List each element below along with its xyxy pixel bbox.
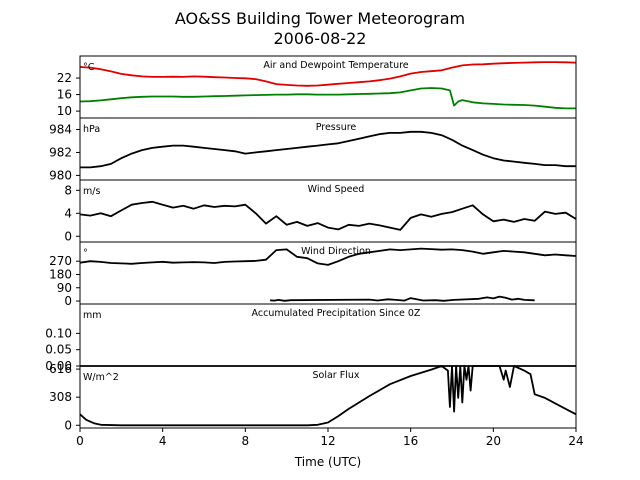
panel-4-ytick-label: 90 [57, 281, 72, 295]
panel-2-ytick-label: 982 [49, 145, 72, 159]
panel-6-ytick-label: 616 [49, 362, 72, 376]
panel-2-title: Pressure [316, 122, 357, 133]
x-tick-label: 0 [76, 434, 84, 448]
panel-2-series-1 [80, 130, 576, 169]
panels-layer: °C Air and Dewpoint Temperature 22 16 10 hPa P… [45, 55, 577, 432]
panel-4-series-1 [79, 247, 577, 266]
x-tick-label: 12 [320, 434, 335, 448]
panel-3-unit: m/s [83, 186, 100, 197]
panel-6: W/m^2 Solar Flux 616 308 0 [49, 362, 577, 432]
x-axis-label: Time (UTC) [294, 455, 361, 469]
x-tick-label: 24 [568, 434, 583, 448]
panel-5: mm Accumulated Precipitation Since 0Z 0.10… [45, 303, 577, 373]
panel-6-ytick-label: 308 [49, 390, 72, 404]
panel-1-ytick-label: 10 [57, 104, 72, 118]
panel-3-ytick-label: 4 [64, 206, 72, 220]
x-tick-label: 4 [159, 434, 167, 448]
panel-3-title: Wind Speed [308, 184, 365, 195]
chart-title: AO&SS Building Tower Meteorogram [175, 9, 465, 28]
panel-5-title: Accumulated Precipitation Since 0Z [252, 308, 421, 319]
panel-5-ytick-label: 0.05 [45, 343, 72, 357]
panel-3-series-1 [79, 200, 577, 231]
chart-subtitle: 2006-08-22 [274, 29, 367, 48]
panel-4-series-2 [270, 295, 535, 302]
panel-4-ytick-label: 270 [49, 254, 72, 268]
panel-4-title: Wind Direction [301, 246, 371, 257]
panel-1-ytick-label: 22 [57, 71, 72, 85]
x-tick-label: 20 [486, 434, 501, 448]
panel-1-title: Air and Dewpoint Temperature [263, 60, 408, 71]
panel-2: hPa Pressure 984 982 980 [49, 117, 577, 182]
x-axis: 0 4 8 12 16 20 24 [76, 428, 584, 448]
panel-5-ytick-label: 0.10 [45, 326, 72, 340]
panel-2-ytick-label: 980 [49, 168, 72, 182]
panel-5-ytick-label: 0.00 [45, 359, 72, 373]
panel-2-unit: hPa [83, 124, 100, 135]
panel-1-ytick-label: 16 [57, 88, 72, 102]
panel-4-unit: ° [83, 248, 88, 259]
panel-5-unit: mm [83, 310, 102, 321]
panel-2-ytick-label: 984 [49, 122, 72, 136]
panel-6-unit: W/m^2 [83, 372, 119, 383]
panel-6-title: Solar Flux [313, 370, 360, 381]
x-tick-label: 8 [242, 434, 250, 448]
panel-4-ytick-label: 0 [64, 294, 72, 308]
panel-6-ytick-label: 0 [64, 418, 72, 432]
panel-1-series-2 [79, 87, 576, 110]
x-tick-label: 16 [403, 434, 418, 448]
panel-3-ytick-label: 0 [64, 229, 72, 243]
panel-1: °C Air and Dewpoint Temperature 22 16 10 [57, 55, 577, 119]
panel-3-ytick-label: 8 [64, 183, 72, 197]
panel-1-series-1 [79, 61, 577, 87]
panel-4-ytick-label: 180 [49, 267, 72, 281]
panel-1-unit: °C [83, 62, 95, 73]
panel-3: m/s Wind Speed 8 4 0 [64, 179, 577, 243]
